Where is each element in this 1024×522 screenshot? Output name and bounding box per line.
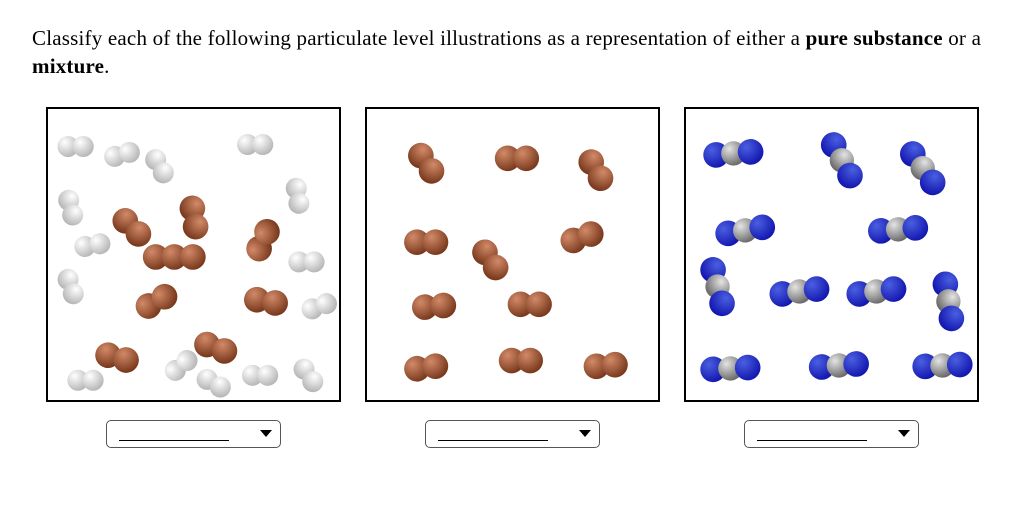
- panel-1: [46, 107, 341, 402]
- prompt-mid: or a: [943, 26, 981, 50]
- dropdown-line: [438, 440, 548, 441]
- panel-1-col: [46, 107, 341, 448]
- panel-2: [365, 107, 660, 402]
- dropdown-line: [119, 440, 229, 441]
- panel-3: [684, 107, 979, 402]
- panel-2-dropdown[interactable]: [425, 420, 600, 448]
- panel-3-dropdown[interactable]: [744, 420, 919, 448]
- chevron-down-icon: [260, 430, 272, 437]
- panel-2-col: [365, 107, 660, 448]
- prompt-bold2: mixture: [32, 54, 104, 78]
- chevron-down-icon: [579, 430, 591, 437]
- dropdown-line: [757, 440, 867, 441]
- panels-row: [32, 107, 992, 448]
- panel-1-dropdown[interactable]: [106, 420, 281, 448]
- chevron-down-icon: [898, 430, 910, 437]
- prompt-post: .: [104, 54, 109, 78]
- panel-3-col: [684, 107, 979, 448]
- prompt-bold1: pure substance: [806, 26, 943, 50]
- question-prompt: Classify each of the following particula…: [32, 24, 992, 81]
- prompt-pre: Classify each of the following particula…: [32, 26, 806, 50]
